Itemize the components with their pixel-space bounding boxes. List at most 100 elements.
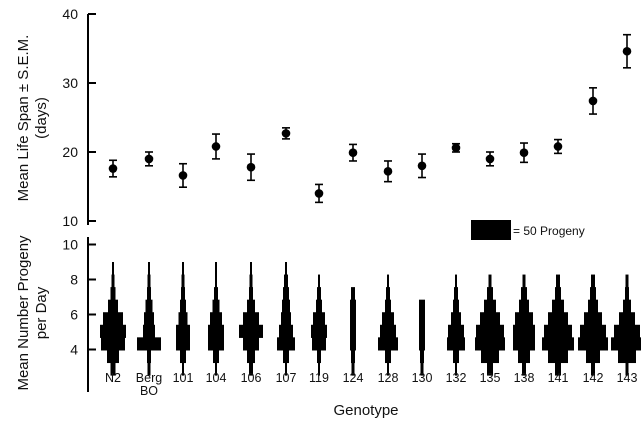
progeny-kite-segment	[110, 287, 116, 301]
progeny-kite-segment	[584, 312, 602, 326]
progeny-kite-segment	[247, 299, 255, 313]
progeny-kite-segment	[484, 299, 496, 313]
progeny-kite-segment	[487, 287, 493, 301]
progeny-kite-segment	[215, 362, 217, 376]
progeny-kite-segment	[513, 324, 535, 338]
progeny-y-tick-label: 10	[62, 237, 78, 253]
progeny-kite-segment	[108, 299, 118, 313]
progeny-kite-segment	[555, 362, 561, 376]
lifespan-point	[246, 162, 256, 172]
progeny-kite-segment	[513, 337, 535, 351]
progeny-kite	[475, 274, 505, 376]
lifespan-point	[451, 143, 461, 153]
progeny-kite-segment	[625, 274, 629, 288]
progeny-kite	[447, 274, 465, 376]
progeny-kite-segment	[387, 274, 389, 288]
progeny-kite-segment	[215, 262, 217, 276]
progeny-kite	[611, 274, 641, 376]
x-axis-label: Genotype	[333, 402, 398, 419]
legend-swatch	[471, 220, 511, 240]
progeny-kite	[350, 287, 356, 376]
progeny-kite-segment	[316, 299, 322, 313]
progeny-kite-segment	[180, 349, 186, 364]
progeny-kite-segment	[387, 362, 389, 376]
lifespan-y-tick-label: 10	[62, 213, 78, 229]
progeny-kite-segment	[623, 299, 631, 313]
progeny-kite-segment	[178, 312, 188, 326]
progeny-kite-segment	[350, 337, 356, 351]
progeny-kite-segment	[515, 312, 533, 326]
progeny-kite	[239, 262, 263, 376]
progeny-kite-segment	[111, 274, 115, 288]
progeny-kite-segment	[619, 312, 635, 326]
progeny-kite	[542, 274, 574, 376]
progeny-kite-segment	[318, 274, 320, 288]
legend-label: = 50 Progeny	[513, 224, 585, 238]
progeny-kite-segment	[453, 349, 459, 364]
progeny-y-axis-label-line2: per Day	[33, 286, 50, 339]
progeny-kite-segment	[283, 287, 289, 301]
progeny-kite-segment	[176, 324, 190, 338]
progeny-kite-segment	[522, 274, 526, 288]
progeny-kite-segment	[281, 312, 291, 326]
progeny-kite-segment	[145, 299, 153, 313]
progeny-kite-segment	[176, 337, 190, 351]
lifespan-point	[108, 164, 118, 173]
progeny-kite-segment	[350, 324, 356, 338]
lifespan-point	[553, 142, 563, 151]
progeny-kite-segment	[455, 274, 457, 288]
genotype-label: 124	[343, 371, 364, 385]
genotype-label: 138	[514, 371, 535, 385]
progeny-kite-segment	[590, 287, 596, 301]
progeny-kite-segment	[448, 324, 464, 338]
lifespan-point	[348, 148, 358, 157]
progeny-kite-segment	[591, 274, 595, 288]
progeny-kite-segment	[250, 262, 252, 276]
genotype-label: 141	[548, 371, 569, 385]
lifespan-y-axis-label-line2: (days)	[33, 97, 50, 139]
progeny-kite-segment	[454, 287, 458, 301]
progeny-kite-segment	[548, 349, 568, 364]
progeny-kite-segment	[544, 324, 572, 338]
lifespan-point	[281, 129, 291, 138]
progeny-kite-segment	[279, 324, 293, 338]
progeny-kite-segment	[143, 324, 155, 338]
progeny-kite-segment	[212, 299, 220, 313]
progeny-kite-segment	[378, 337, 398, 351]
progeny-kite-segment	[542, 337, 574, 351]
progeny-kite-segment	[249, 287, 253, 301]
progeny-kite-segment	[282, 299, 290, 313]
progeny-kite-segment	[480, 312, 500, 326]
lifespan-point	[211, 142, 221, 151]
progeny-kite-segment	[213, 349, 219, 364]
progeny-kite-segment	[522, 362, 526, 376]
progeny-kite-segment	[181, 287, 185, 301]
lifespan-point	[417, 161, 427, 171]
progeny-kite-segment	[351, 349, 355, 364]
progeny-kite-segment	[380, 324, 396, 338]
progeny-kite-segment	[208, 337, 224, 351]
progeny-kite-segment	[382, 312, 394, 326]
lifespan-point	[588, 96, 598, 106]
progeny-kite-segment	[350, 299, 356, 313]
progeny-kite-segment	[317, 287, 321, 301]
progeny-kite-segment	[447, 337, 465, 351]
progeny-kite-segment	[100, 324, 126, 338]
lifespan-y-tick-label: 30	[62, 75, 78, 91]
progeny-kite-segment	[475, 337, 505, 351]
genotype-label: 143	[617, 371, 638, 385]
progeny-kite-segment	[285, 362, 287, 376]
progeny-kite-segment	[351, 362, 355, 376]
progeny-kite-segment	[420, 349, 424, 364]
progeny-kite-segment	[247, 349, 255, 364]
progeny-kite-segment	[451, 312, 461, 326]
progeny-y-tick-label: 8	[70, 272, 78, 288]
progeny-kite-segment	[208, 324, 224, 338]
progeny-kite-segment	[518, 349, 530, 364]
progeny-kite-segment	[313, 312, 325, 326]
progeny-kite-segment	[611, 337, 641, 351]
progeny-kite-segment	[580, 324, 606, 338]
genotype-label: 128	[378, 371, 399, 385]
progeny-kite-segment	[556, 274, 560, 288]
